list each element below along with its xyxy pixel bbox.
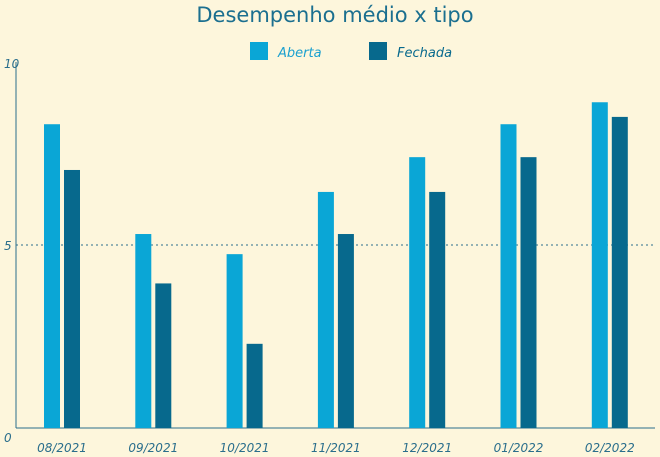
bar-aberta-11-2021 xyxy=(317,191,334,428)
y-tick-label: 0 xyxy=(4,431,12,445)
x-tick-label: 02/2022 xyxy=(585,441,635,455)
bar-fechada-12-2021 xyxy=(429,191,446,428)
bar-fechada-01-2022 xyxy=(520,157,537,428)
bar-aberta-10-2021 xyxy=(226,254,243,428)
x-tick-label: 09/2021 xyxy=(128,441,178,455)
legend-label-aberta: Aberta xyxy=(277,46,322,61)
legend: Aberta Fechada xyxy=(250,42,452,61)
x-tick-label: 11/2021 xyxy=(311,441,361,455)
bar-aberta-09-2021 xyxy=(135,234,152,428)
x-tick-label: 10/2021 xyxy=(220,441,270,455)
bar-fechada-08-2021 xyxy=(64,169,80,428)
legend-swatch-fechada xyxy=(369,42,387,60)
bar-aberta-02-2022 xyxy=(591,102,608,428)
bar-aberta-08-2021 xyxy=(44,124,60,428)
bars xyxy=(44,102,628,429)
legend-label-fechada: Fechada xyxy=(397,46,452,61)
bar-aberta-01-2022 xyxy=(500,124,517,428)
y-tick-label: 10 xyxy=(4,57,20,71)
legend-swatch-aberta xyxy=(250,42,268,60)
x-tick-label: 01/2022 xyxy=(494,441,544,455)
y-tick-label: 5 xyxy=(4,239,12,253)
chart-title: Desempenho médio x tipo xyxy=(196,3,473,27)
bar-fechada-09-2021 xyxy=(155,283,172,428)
x-tick-labels: 08/2021 09/2021 10/2021 11/2021 12/2021 01/20… xyxy=(37,441,635,455)
bar-aberta-12-2021 xyxy=(409,157,426,428)
bar-fechada-11-2021 xyxy=(337,234,354,428)
bar-fechada-02-2022 xyxy=(611,116,628,429)
y-tick-labels: 0 5 10 xyxy=(4,57,20,445)
x-tick-label: 08/2021 xyxy=(37,441,87,455)
x-tick-label: 12/2021 xyxy=(402,441,452,455)
bar-fechada-10-2021 xyxy=(246,343,263,428)
